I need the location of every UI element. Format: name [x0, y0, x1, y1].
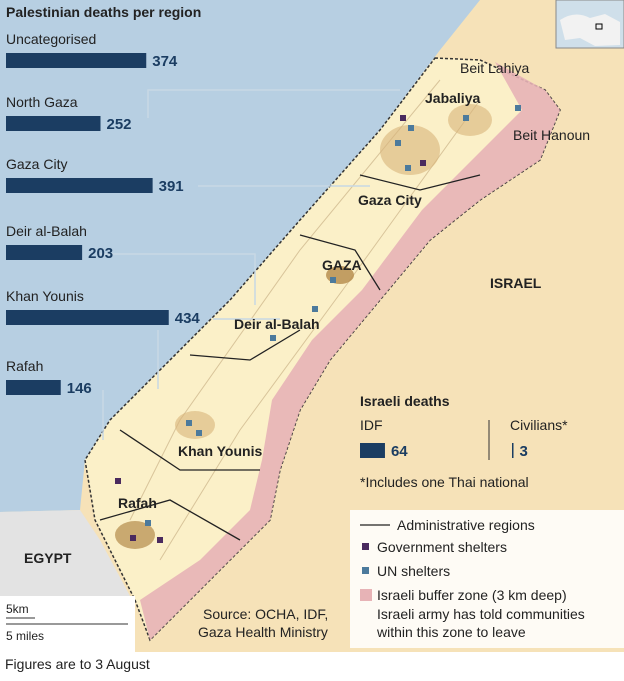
footnote: Figures are to 3 August — [5, 656, 150, 672]
place-label: Beit Lahiya — [460, 60, 529, 76]
place-label: Gaza City — [358, 192, 422, 208]
value-label: 374 — [152, 53, 178, 70]
chart-title: Palestinian deaths per region — [6, 4, 201, 20]
scale-label: 5km — [6, 602, 29, 616]
sea — [0, 0, 480, 512]
place-label: Deir al-Balah — [234, 316, 320, 332]
legend-label: Administrative regions — [397, 517, 535, 533]
roads — [129, 79, 481, 561]
legend-label: Israeli army has told communities — [377, 606, 585, 622]
israeli-note: *Includes one Thai national — [360, 474, 529, 490]
value-label: 3 — [520, 443, 528, 460]
footer — [0, 652, 624, 681]
legend-label: UN shelters — [377, 563, 450, 579]
bar — [512, 443, 514, 458]
urban-area — [448, 104, 492, 136]
region-label: Uncategorised — [6, 31, 96, 47]
place-label: Khan Younis — [178, 443, 262, 459]
locator-box — [595, 23, 603, 30]
urban-area — [175, 411, 215, 439]
legend-symbol — [362, 543, 369, 550]
bar — [6, 310, 169, 325]
legend-label: within this zone to leave — [376, 624, 526, 640]
bar — [6, 245, 83, 260]
place-label: Jabaliya — [425, 90, 480, 106]
bar — [6, 116, 101, 131]
group-label: IDF — [360, 417, 383, 433]
source: Gaza Health Ministry — [198, 624, 328, 640]
legend-box — [350, 510, 624, 648]
legend-label: Government shelters — [377, 539, 507, 555]
value-label: 252 — [107, 116, 132, 133]
legend-symbol — [362, 567, 369, 574]
place-label: GAZA — [322, 257, 362, 273]
region-label: Gaza City — [6, 156, 67, 172]
place-label: EGYPT — [24, 550, 72, 566]
israeli-bars: IDF 64 Civilians* 3 — [360, 417, 568, 460]
place-label: Rafah — [118, 495, 157, 511]
bar — [6, 380, 61, 395]
bar — [6, 53, 147, 68]
value-label: 203 — [88, 245, 113, 262]
region-label: Khan Younis — [6, 288, 84, 304]
value-label: 64 — [391, 443, 408, 460]
group-label: Civilians* — [510, 417, 568, 433]
buffer-zone — [140, 62, 560, 640]
egypt-land — [0, 510, 130, 596]
value-label: 146 — [67, 380, 92, 397]
legend-symbol — [360, 589, 372, 601]
bar — [360, 443, 385, 458]
place-label: Beit Hanoun — [513, 127, 590, 143]
leader-lines — [100, 89, 400, 440]
region-label: Deir al-Balah — [6, 223, 87, 239]
admin-boundaries — [99, 174, 481, 541]
bar — [6, 178, 153, 193]
bar-chart: Uncategorised 374 North Gaza 252 Gaza City 39… — [6, 31, 200, 397]
israeli-title: Israeli deaths — [360, 393, 450, 409]
shelters — [115, 105, 521, 543]
locator-land — [560, 14, 620, 46]
scale-label: 5 miles — [6, 629, 44, 643]
value-label: 391 — [159, 178, 184, 195]
value-label: 434 — [175, 310, 201, 327]
region-label: Rafah — [6, 358, 43, 374]
legend-label: Israeli buffer zone (3 km deep) — [377, 587, 567, 603]
region-label: North Gaza — [6, 94, 78, 110]
source: Source: OCHA, IDF, — [203, 606, 328, 622]
place-label: ISRAEL — [490, 275, 542, 291]
